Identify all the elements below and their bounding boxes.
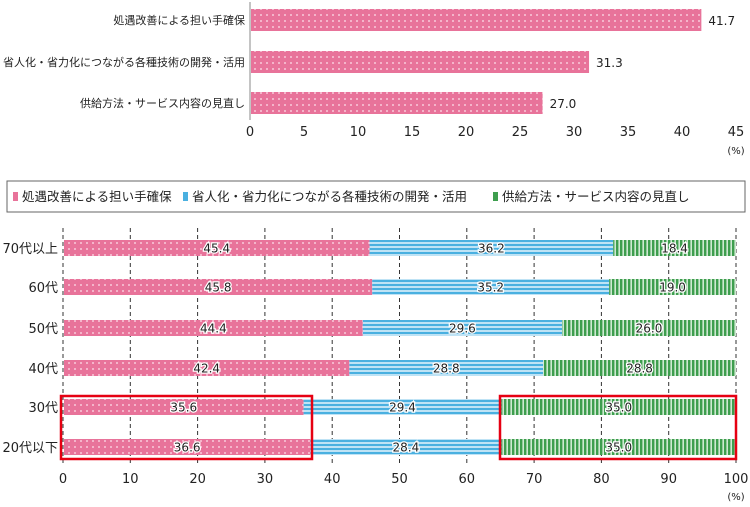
x-tick-label: 5 bbox=[300, 125, 308, 140]
bar-segment bbox=[369, 240, 614, 256]
data-label: 29.4 bbox=[389, 401, 416, 415]
highlight-box bbox=[498, 394, 738, 461]
x-tick-label: 40 bbox=[324, 472, 341, 487]
data-label: 36.2 bbox=[478, 242, 505, 256]
data-label: 36.6 bbox=[174, 441, 201, 455]
bar-segment bbox=[362, 320, 563, 336]
category-label: 50代 bbox=[28, 322, 58, 337]
x-tick-label: 20 bbox=[189, 472, 206, 487]
data-label: 45.8 bbox=[205, 281, 232, 295]
legend-swatch bbox=[13, 192, 18, 201]
x-tick-label: 80 bbox=[593, 472, 610, 487]
bar-segment bbox=[64, 399, 304, 415]
bar bbox=[251, 9, 702, 31]
category-label: 20代以下 bbox=[2, 441, 58, 456]
x-tick-label: 70 bbox=[526, 472, 543, 487]
data-label: 29.6 bbox=[449, 322, 476, 336]
x-unit-label: (%) bbox=[727, 146, 744, 157]
bar-segment bbox=[310, 439, 502, 455]
data-label: 31.3 bbox=[596, 56, 623, 70]
data-label: 27.0 bbox=[550, 97, 577, 111]
legend-swatch bbox=[183, 192, 188, 201]
category-label: 省人化・省力化につながる各種技術の開発・活用 bbox=[3, 55, 245, 69]
x-tick-label: 15 bbox=[404, 125, 421, 140]
x-tick-label: 35 bbox=[620, 125, 637, 140]
data-label: 28.8 bbox=[626, 362, 653, 376]
data-label: 44.4 bbox=[200, 322, 227, 336]
bar-segment bbox=[64, 439, 311, 455]
x-tick-label: 30 bbox=[566, 125, 583, 140]
category-label: 30代 bbox=[28, 401, 58, 416]
legend-label: 省人化・省力化につながる各種技術の開発・活用 bbox=[192, 189, 467, 204]
x-tick-label: 100 bbox=[724, 472, 749, 487]
bar bbox=[251, 92, 543, 114]
x-tick-label: 10 bbox=[350, 125, 367, 140]
data-label: 42.4 bbox=[193, 362, 220, 376]
legend-swatch bbox=[493, 192, 498, 201]
bar-segment bbox=[64, 240, 370, 256]
category-label: 60代 bbox=[28, 281, 58, 296]
bar-segment bbox=[64, 360, 350, 376]
x-tick-label: 20 bbox=[458, 125, 475, 140]
data-label: 28.4 bbox=[393, 441, 420, 455]
x-tick-label: 0 bbox=[59, 472, 67, 487]
x-tick-label: 25 bbox=[512, 125, 529, 140]
bar-segment bbox=[303, 399, 502, 415]
category-label: 70代以上 bbox=[2, 242, 58, 257]
x-tick-label: 10 bbox=[122, 472, 139, 487]
data-label: 26.0 bbox=[636, 322, 663, 336]
x-tick-label: 45 bbox=[728, 125, 745, 140]
category-label: 処遇改善による担い手確保 bbox=[113, 13, 245, 27]
legend-label: 処遇改善による担い手確保 bbox=[22, 189, 172, 204]
x-unit-label: (%) bbox=[727, 492, 744, 503]
data-label: 35.2 bbox=[477, 281, 504, 295]
bar-segment bbox=[562, 320, 736, 336]
legend-box bbox=[6, 180, 746, 213]
data-label: 19.0 bbox=[659, 281, 686, 295]
bar-segment bbox=[609, 279, 736, 295]
bar-segment bbox=[349, 360, 544, 376]
bar-segment bbox=[501, 439, 736, 455]
data-label: 35.6 bbox=[170, 401, 197, 415]
highlight-box bbox=[59, 394, 314, 461]
bar-segment bbox=[64, 320, 363, 336]
x-tick-label: 60 bbox=[459, 472, 476, 487]
data-label: 41.7 bbox=[708, 14, 735, 28]
data-label: 35.0 bbox=[605, 401, 632, 415]
bar-segment bbox=[613, 240, 736, 256]
data-label: 18.4 bbox=[661, 242, 688, 256]
bar bbox=[251, 51, 590, 73]
bar-segment bbox=[543, 360, 736, 376]
x-tick-label: 50 bbox=[391, 472, 408, 487]
category-label: 40代 bbox=[28, 362, 58, 377]
x-tick-label: 40 bbox=[674, 125, 691, 140]
legend-label: 供給方法・サービス内容の見直し bbox=[502, 189, 690, 204]
bar-segment bbox=[501, 399, 736, 415]
x-tick-label: 30 bbox=[257, 472, 274, 487]
category-label: 供給方法・サービス内容の見直し bbox=[80, 96, 245, 110]
x-tick-label: 0 bbox=[246, 125, 254, 140]
data-label: 28.8 bbox=[433, 362, 460, 376]
data-label: 35.0 bbox=[605, 441, 632, 455]
bar-segment bbox=[64, 279, 373, 295]
data-label: 45.4 bbox=[203, 242, 230, 256]
x-tick-label: 90 bbox=[660, 472, 677, 487]
bar-segment bbox=[372, 279, 610, 295]
